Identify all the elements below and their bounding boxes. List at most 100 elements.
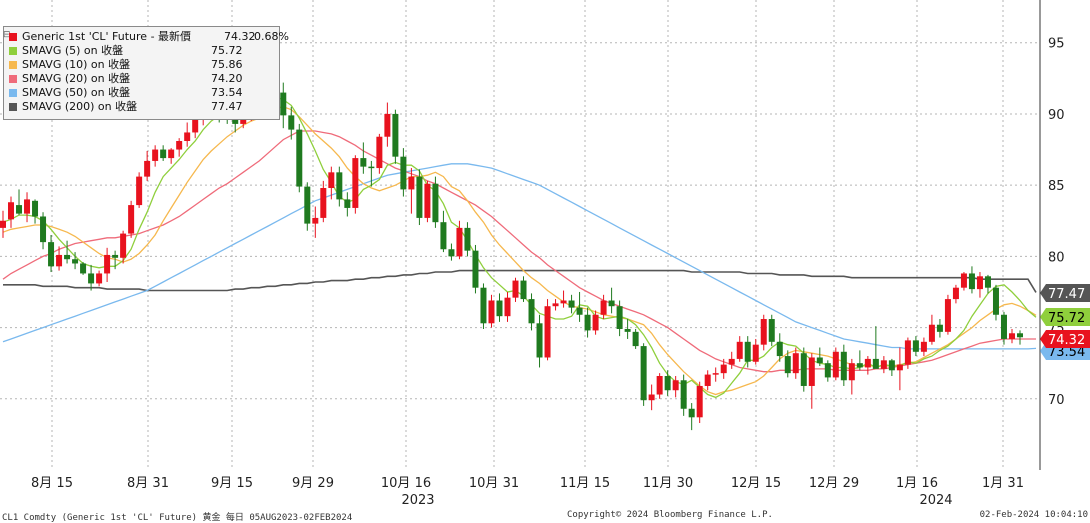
- y-tick-label: 95: [1048, 37, 1065, 52]
- candle-body: [144, 160, 151, 177]
- x-tick-label: 10月 16: [381, 476, 431, 491]
- candle-body: [336, 172, 343, 200]
- candle-body: [304, 186, 311, 224]
- candle-body: [752, 344, 759, 362]
- candle-body: [184, 132, 191, 141]
- legend-main-label: Generic 1st 'CL' Future - 最新價: [22, 30, 192, 43]
- candle-body: [176, 141, 183, 150]
- candle-body: [936, 324, 943, 332]
- candle-body: [672, 380, 679, 391]
- candle-body: [424, 183, 431, 218]
- candle-body: [400, 156, 407, 190]
- candle-body: [392, 113, 399, 157]
- legend-box[interactable]: ⊟ Generic 1st 'CL' Future - 最新價 74.32 0.…: [3, 26, 289, 120]
- candle-body: [136, 176, 143, 206]
- candle-body: [40, 216, 47, 243]
- candle-body: [832, 351, 839, 378]
- candle-body: [432, 183, 439, 223]
- candle-body: [328, 172, 335, 188]
- candle-body: [552, 303, 559, 307]
- candle-body: [568, 300, 575, 308]
- candle-body: [408, 176, 415, 190]
- candle-body: [312, 217, 319, 224]
- candle-body: [824, 363, 831, 378]
- candle-body: [840, 351, 847, 381]
- candle-body: [816, 357, 823, 364]
- candle-body: [464, 227, 471, 251]
- candle-body: [736, 341, 743, 359]
- candle-body: [904, 340, 911, 365]
- x-tick-label: 12月 29: [809, 476, 859, 491]
- candle-body: [680, 380, 687, 409]
- candle-body: [520, 280, 527, 300]
- candle-body: [1000, 314, 1007, 339]
- legend-collapse-icon[interactable]: ⊟: [3, 30, 11, 40]
- candle-body: [440, 222, 447, 250]
- candle-body: [112, 254, 119, 258]
- candle-body: [848, 363, 855, 381]
- candle-body: [160, 149, 167, 159]
- candle-body: [792, 353, 799, 374]
- legend-row-sma200: SMAVG (200) on 收盤 77.47: [9, 100, 243, 114]
- y-tick-label: 85: [1048, 179, 1065, 194]
- candle-body: [968, 273, 975, 290]
- legend-swatch: [9, 89, 17, 97]
- candle-body: [456, 227, 463, 257]
- candle-body: [128, 205, 135, 234]
- price-tag: [1040, 284, 1090, 302]
- x-tick-label: 10月 31: [469, 476, 519, 491]
- candle-body: [344, 199, 351, 208]
- candle-body: [784, 356, 791, 374]
- candle-body: [576, 307, 583, 315]
- legend-value: 75.86: [211, 58, 243, 71]
- y-tick-label: 80: [1048, 250, 1065, 265]
- candle-body: [288, 115, 295, 130]
- candle-body: [232, 118, 239, 124]
- candle-body: [16, 205, 23, 214]
- legend-row-sma10: SMAVG (10) on 收盤 75.86: [9, 58, 243, 72]
- candle-body: [512, 280, 519, 298]
- candle-body: [920, 341, 927, 352]
- candle-body: [632, 331, 639, 347]
- price-tag-label: 77.47: [1048, 287, 1085, 302]
- candle-body: [864, 358, 871, 368]
- candle-body: [808, 357, 815, 386]
- y-tick-label: 90: [1048, 108, 1065, 123]
- ma-line: [2, 163, 1037, 350]
- candle-body: [48, 242, 55, 267]
- legend-swatch-main: [9, 33, 17, 41]
- candle-body: [104, 254, 111, 274]
- candle-body: [280, 92, 287, 116]
- legend-main-value: 74.32: [224, 30, 256, 43]
- candle-body: [368, 166, 375, 169]
- candle-body: [776, 341, 783, 357]
- candle-body: [1017, 333, 1023, 338]
- candle-body: [880, 360, 887, 369]
- candle-body: [152, 149, 159, 161]
- x-tick-label: 11月 15: [560, 476, 610, 491]
- candle-body: [704, 374, 711, 386]
- legend-value: 77.47: [211, 100, 243, 113]
- x-tick-label: 8月 31: [127, 476, 169, 491]
- candle-body: [88, 273, 95, 284]
- candle-body: [896, 364, 903, 371]
- candle-body: [376, 136, 383, 169]
- price-tag-label: 74.32: [1048, 333, 1085, 348]
- candle-body: [960, 273, 967, 288]
- candle-body: [872, 358, 879, 369]
- candle-body: [712, 373, 719, 375]
- year-label: 2023: [401, 493, 434, 508]
- candle-body: [696, 385, 703, 418]
- candle-body: [600, 300, 607, 315]
- legend-value: 74.20: [211, 72, 243, 85]
- legend-row-sma20: SMAVG (20) on 收盤 74.20: [9, 72, 243, 86]
- candle-body: [640, 346, 647, 401]
- candle-body: [608, 300, 615, 307]
- candle-body: [688, 408, 695, 418]
- candle-body: [32, 200, 39, 217]
- candle-body: [592, 314, 599, 331]
- candle-body: [912, 340, 919, 352]
- candle-body: [664, 376, 671, 391]
- candle-body: [616, 306, 623, 329]
- ma-line: [2, 130, 1036, 373]
